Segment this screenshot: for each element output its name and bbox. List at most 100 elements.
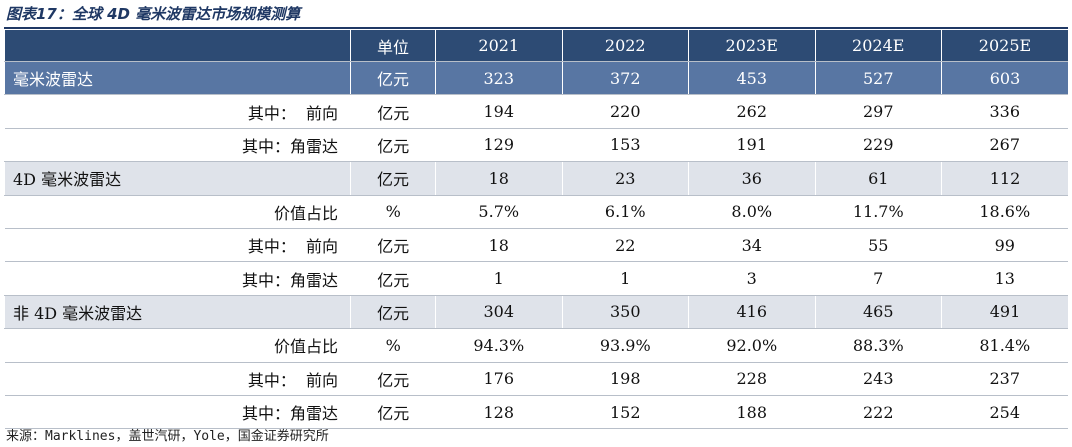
unit-cell: 亿元 [350, 228, 436, 263]
unit-cell: 亿元 [350, 61, 436, 96]
table-row: 价值占比% 94.3% 93.9% 92.0% 88.3% 81.4% [4, 328, 1068, 363]
value-cell: 92.0% [688, 328, 815, 363]
value-cell: 7 [815, 261, 942, 296]
value-cell: 603 [941, 61, 1068, 96]
value-cell: 453 [688, 61, 815, 96]
value-cell: 34 [688, 228, 815, 263]
value-cell: 1 [562, 261, 689, 296]
row-label: 非 4D 毫米波雷达 [4, 295, 351, 330]
value-cell: 191 [688, 128, 815, 163]
value-cell: 94.3% [435, 328, 562, 363]
value-cell: 8.0% [688, 195, 815, 229]
value-cell: 188 [688, 395, 815, 430]
value-cell: 153 [562, 128, 689, 163]
header-cell: 2021 [435, 30, 562, 62]
value-cell: 13 [941, 261, 1068, 296]
table-row: 其中：角雷达 亿元 1 1 3 7 13 [4, 261, 1068, 296]
row-label: 其中： 前向 [4, 94, 351, 129]
table-row: 其中： 前向 亿元 194 220 262 297 336 [4, 94, 1068, 129]
source: 来源：Marklines，盖世汽研，Yole，国金证券研究所 [6, 429, 329, 444]
value-cell: 61 [814, 161, 942, 196]
value-cell: 11.7% [815, 195, 942, 229]
value-cell: 237 [941, 362, 1068, 396]
rule [4, 27, 1068, 29]
value-cell: 323 [435, 61, 562, 96]
table-row: 其中：角雷达 亿元 128 152 188 222 254 [4, 395, 1068, 430]
unit-cell: 亿元 [350, 128, 436, 163]
row-label: 价值占比 [4, 328, 351, 363]
value-cell: 465 [814, 295, 942, 330]
unit-cell: % [350, 195, 436, 229]
unit-cell: 亿元 [350, 94, 436, 129]
value-cell: 254 [941, 395, 1068, 430]
header-cell: 2023E [688, 30, 815, 62]
header-cell [4, 30, 351, 62]
value-cell: 491 [941, 295, 1068, 330]
table-row: 4D 毫米波雷达 亿元 18 23 36 61 112 [4, 161, 1068, 196]
value-cell: 304 [435, 295, 562, 330]
table: 单位 2021 2022 2023E 2024E 2025E 毫米波雷达 亿元 323 372 45… [4, 30, 1068, 430]
value-cell: 93.9% [562, 328, 689, 363]
value-cell: 88.3% [815, 328, 942, 363]
value-cell: 81.4% [941, 328, 1068, 363]
value-cell: 18 [435, 228, 562, 263]
value-cell: 152 [562, 395, 689, 430]
value-cell: 372 [561, 61, 689, 96]
value-cell: 243 [815, 362, 942, 396]
value-cell: 228 [688, 362, 815, 396]
value-cell: 267 [941, 128, 1068, 163]
header-cell: 2024E [814, 30, 942, 62]
value-cell: 18 [435, 161, 562, 196]
value-cell: 194 [435, 94, 562, 129]
table-row: 非 4D 毫米波雷达 亿元 304 350 416 465 491 [4, 295, 1068, 330]
header-cell: 2025E [941, 30, 1068, 62]
value-cell: 5.7% [435, 195, 562, 229]
value-cell: 6.1% [562, 195, 689, 229]
table-row: 其中： 前向 亿元 18 22 34 55 99 [4, 228, 1068, 263]
value-cell: 23 [561, 161, 689, 196]
unit-cell: 亿元 [350, 395, 436, 430]
value-cell: 22 [562, 228, 689, 263]
value-cell: 297 [815, 94, 942, 129]
header-row: 单位 2021 2022 2023E 2024E 2025E [4, 30, 1068, 62]
value-cell: 3 [688, 261, 815, 296]
unit-cell: 亿元 [350, 362, 436, 396]
row-label: 毫米波雷达 [4, 61, 351, 96]
table-row: 其中： 前向 亿元 176 198 228 243 237 [4, 362, 1068, 396]
value-cell: 99 [941, 228, 1068, 263]
value-cell: 128 [435, 395, 562, 430]
value-cell: 350 [561, 295, 689, 330]
row-label: 其中： 前向 [4, 362, 351, 396]
unit-cell: 亿元 [350, 295, 436, 330]
value-cell: 220 [562, 94, 689, 129]
row-label: 其中：角雷达 [4, 128, 351, 163]
value-cell: 36 [688, 161, 815, 196]
header-cell: 单位 [350, 30, 436, 62]
value-cell: 176 [435, 362, 562, 396]
value-cell: 55 [815, 228, 942, 263]
value-cell: 129 [435, 128, 562, 163]
row-label: 其中： 前向 [4, 228, 351, 263]
row-label: 4D 毫米波雷达 [4, 161, 351, 196]
unit-cell: 亿元 [350, 161, 436, 196]
value-cell: 527 [814, 61, 942, 96]
row-label: 其中：角雷达 [4, 261, 351, 296]
row-label: 价值占比 [4, 195, 351, 229]
value-cell: 112 [941, 161, 1068, 196]
unit-cell: 亿元 [350, 261, 436, 296]
value-cell: 262 [688, 94, 815, 129]
value-cell: 18.6% [941, 195, 1068, 229]
value-cell: 222 [815, 395, 942, 430]
value-cell: 336 [941, 94, 1068, 129]
header-cell: 2022 [561, 30, 689, 62]
table-row: 毫米波雷达 亿元 323 372 453 527 603 [4, 61, 1068, 96]
value-cell: 1 [435, 261, 562, 296]
row-label: 其中：角雷达 [4, 395, 351, 430]
title: 图表17：全球 4D 毫米波雷达市场规模测算 [6, 5, 301, 23]
value-cell: 198 [562, 362, 689, 396]
value-cell: 416 [688, 295, 815, 330]
table-row: 其中：角雷达 亿元 129 153 191 229 267 [4, 128, 1068, 163]
value-cell: 229 [815, 128, 942, 163]
unit-cell: % [350, 328, 436, 363]
